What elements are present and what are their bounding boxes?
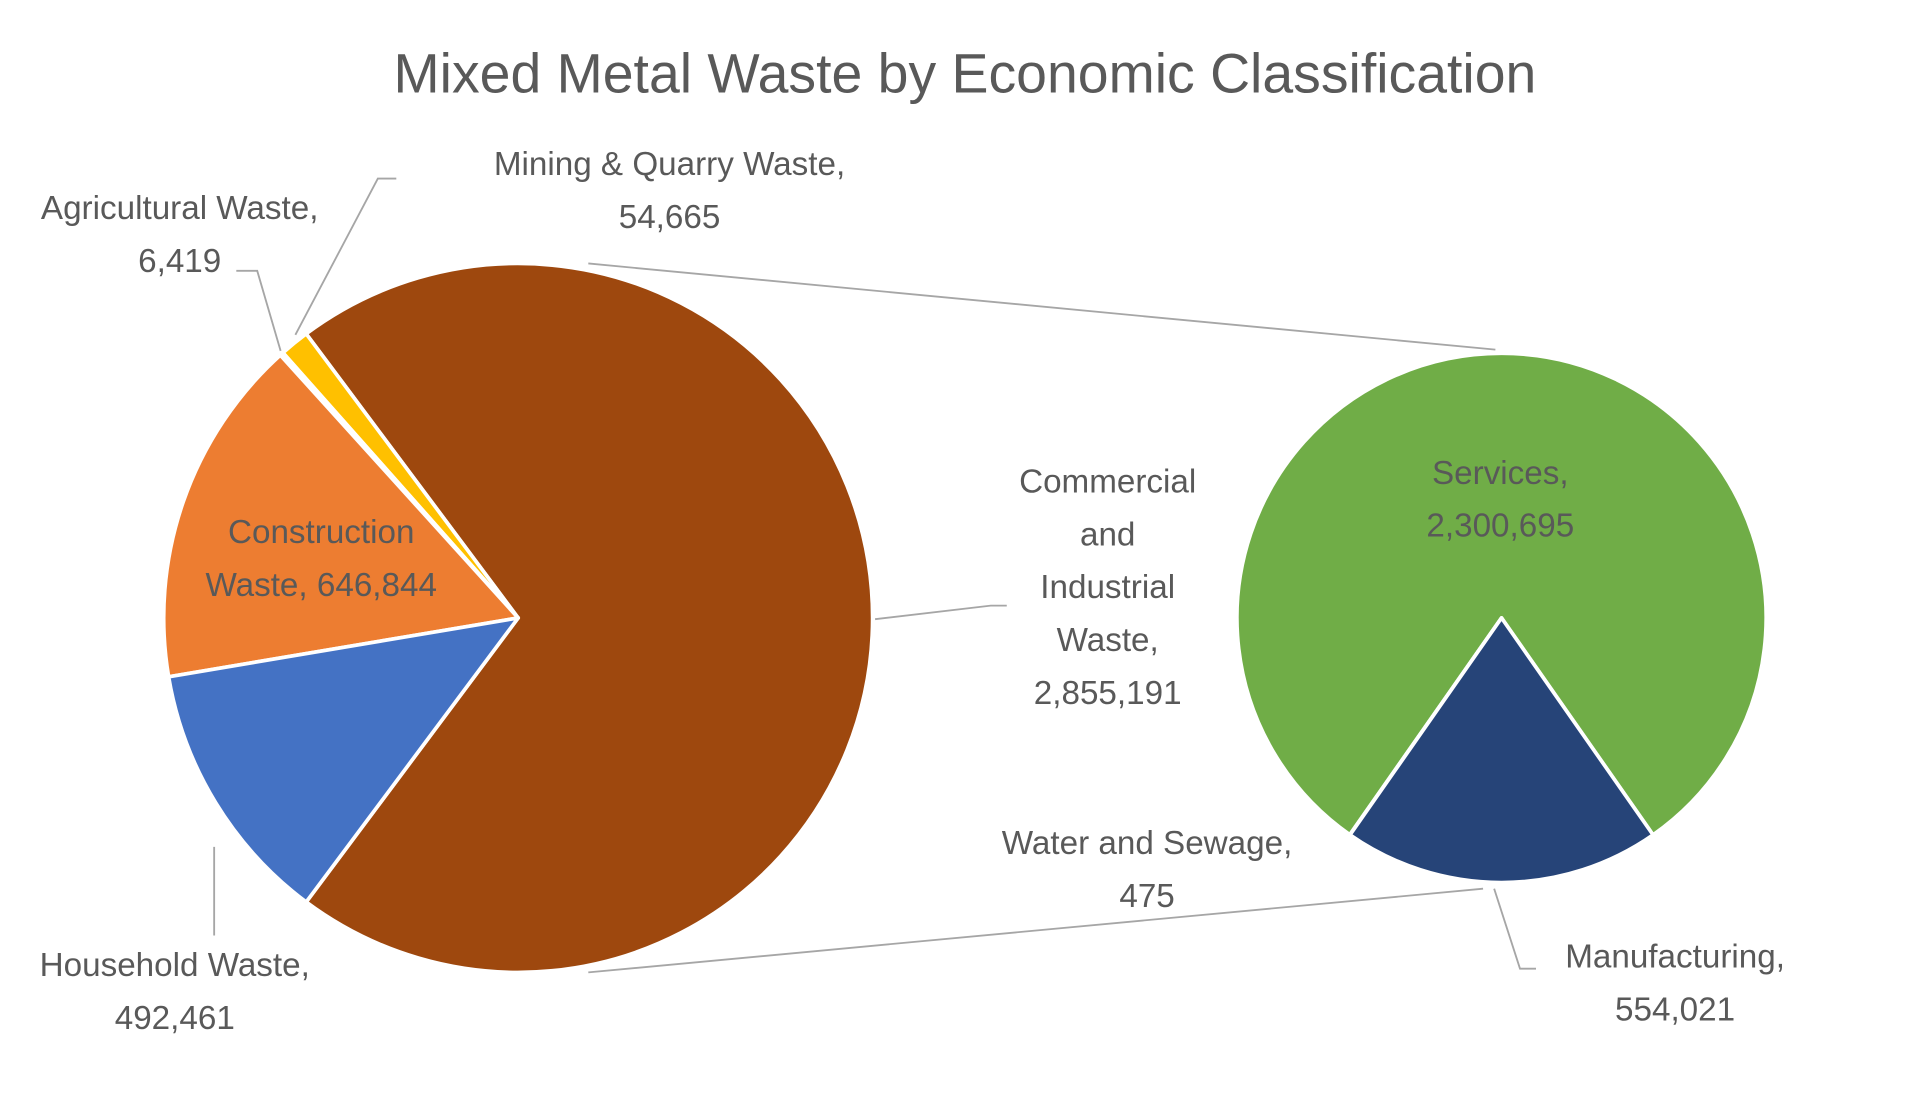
label-line: Agricultural Waste, (41, 190, 319, 227)
label-line: 54,665 (619, 199, 721, 236)
primary-slice-household-waste (166, 616, 520, 904)
label-line: Water and Sewage, (1002, 825, 1293, 862)
label-line: Construction (228, 514, 414, 551)
secondary-slice-services (1235, 351, 1768, 837)
primary-label-commercial-and-industrial-waste: Commercial and Industrial Waste, 2,855,191 (1019, 463, 1196, 712)
leader-agricultural (236, 269, 282, 352)
primary-slice-commercial-and-industrial-waste (304, 261, 875, 975)
label-line: Household Waste, (40, 947, 310, 984)
primary-label-agricultural-waste: Agricultural Waste, 6,419 (41, 190, 319, 280)
primary-pie (161, 261, 875, 975)
secondary-label-services: Services, 2,300,695 (1426, 455, 1574, 545)
label-line: 475 (1119, 878, 1174, 915)
label-line: Waste, 646,844 (206, 567, 437, 604)
secondary-pie (1235, 351, 1768, 885)
label-line: 6,419 (138, 243, 221, 280)
leader-commercial (874, 604, 1007, 621)
secondary-slice-manufacturing (1348, 616, 1655, 885)
secondary-label-manufacturing: Manufacturing, 554,021 (1565, 938, 1785, 1028)
label-line: 554,021 (1615, 991, 1735, 1028)
connector-lines (588, 262, 1496, 974)
primary-label-mining-quarry-waste: Mining & Quarry Waste, 54,665 (494, 146, 845, 236)
label-line: Manufacturing, (1565, 938, 1785, 975)
connector-top (588, 262, 1496, 351)
label-line: 492,461 (115, 1000, 235, 1037)
label-line: and (1080, 516, 1135, 553)
label-line: Waste, (1057, 622, 1159, 659)
label-line: Services, (1432, 455, 1569, 492)
label-line: Commercial (1019, 463, 1196, 500)
label-line: 2,300,695 (1426, 508, 1574, 545)
primary-label-construction-waste: Construction Waste, 646,844 (206, 514, 437, 604)
leader-lines (213, 177, 1536, 970)
leader-manufacturing (1493, 888, 1536, 970)
label-line: Mining & Quarry Waste, (494, 146, 845, 183)
chart-title: Mixed Metal Waste by Economic Classifica… (394, 42, 1537, 104)
label-line: Industrial (1040, 569, 1175, 606)
primary-slice-construction-waste (161, 353, 520, 679)
secondary-label-water-and-sewage: Water and Sewage, 475 (1002, 825, 1293, 915)
label-line: 2,855,191 (1034, 675, 1182, 712)
data-labels: Commercial and Industrial Waste, 2,855,191 Mi… (40, 146, 1785, 1037)
leader-mining (294, 177, 397, 336)
connector-bottom (588, 887, 1484, 974)
primary-label-household-waste: Household Waste, 492,461 (40, 947, 310, 1037)
